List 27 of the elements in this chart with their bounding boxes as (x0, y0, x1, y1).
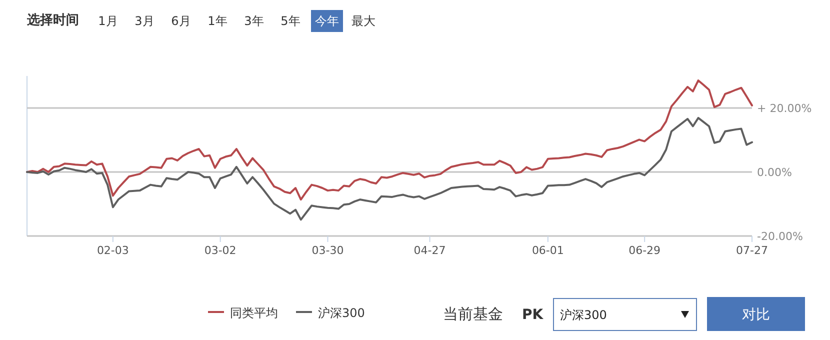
y-tick-label: 0.00% (757, 166, 792, 179)
x-tick-label: 02-03 (96, 244, 129, 257)
x-tick-label: 06-01 (532, 244, 564, 257)
dropdown-field: 沪深300 (553, 298, 697, 331)
compare-button: 对比 (707, 297, 805, 331)
x-tick-label: 03-02 (204, 244, 236, 257)
x-tick-label: 07-27 (736, 244, 768, 257)
legend-label: 同类平均 (230, 306, 278, 320)
line-series (26, 116, 753, 221)
y-tick-label: -20.00% (757, 230, 803, 243)
x-tick-label: 06-29 (628, 244, 661, 257)
time-range-button: 最大 (348, 10, 380, 32)
text: 选择时间 (26, 13, 79, 28)
time-range-button: 5年 (274, 10, 306, 32)
time-range-button: 3月 (128, 10, 160, 32)
x-tick-label: 03-30 (312, 244, 344, 257)
y-tick-label: + 20.00% (757, 102, 812, 115)
time-range-button: 1月 (92, 10, 124, 32)
time-range-button: 今年 (311, 10, 343, 32)
text: 当前基金 (443, 305, 503, 323)
legend-label: 沪深300 (318, 306, 365, 320)
time-range-button: 1年 (202, 10, 234, 32)
time-range-button: 3年 (238, 10, 270, 32)
time-range-button: 6月 (165, 10, 197, 32)
text: PK (522, 307, 544, 323)
line-series (26, 79, 753, 201)
x-tick-label: 04-27 (414, 244, 446, 257)
